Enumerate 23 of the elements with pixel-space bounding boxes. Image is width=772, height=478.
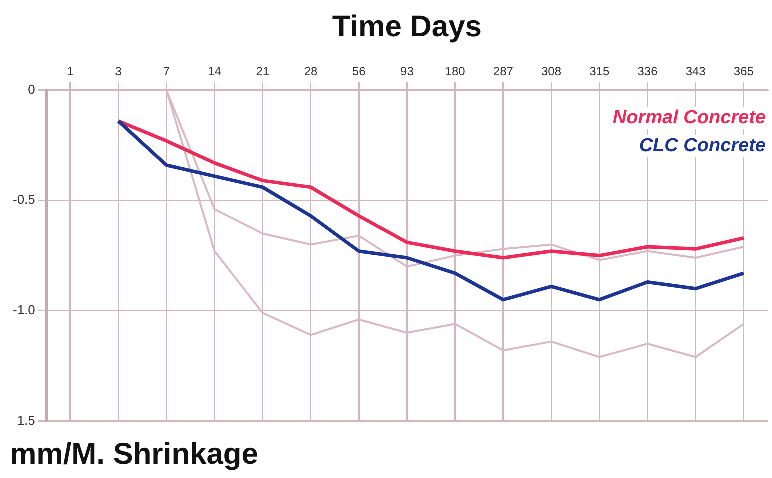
x-tick-label: 180 [445,64,466,79]
x-tick-label: 21 [256,64,270,79]
x-tick-label: 7 [163,64,170,79]
text: CLC Concrete [639,136,766,157]
x-tick-label: 308 [542,64,562,79]
x-tick-label: 336 [638,64,658,79]
x-tick-label: 287 [493,64,514,79]
x-tick-label: 365 [734,64,754,79]
x-axis-title: Time Days [332,10,482,44]
x-tick-label: 56 [352,64,366,79]
x-tick-label: 343 [686,64,706,79]
text: Normal Concrete [612,108,766,129]
x-tick-label: 93 [400,64,414,79]
x-tick-label: 14 [208,64,222,79]
y-tick-label: 0 [28,82,36,97]
x-tick-label: 3 [115,64,122,79]
y-tick-label: -0.5 [12,192,36,208]
y-axis-title: mm/M. Shrinkage [10,438,258,472]
y-tick-label: 1.5 [17,412,36,428]
x-tick-label: 28 [304,64,318,79]
x-tick-label: 315 [590,64,610,79]
y-tick-label: -1.0 [12,302,36,318]
x-tick-label: 1 [67,64,74,79]
